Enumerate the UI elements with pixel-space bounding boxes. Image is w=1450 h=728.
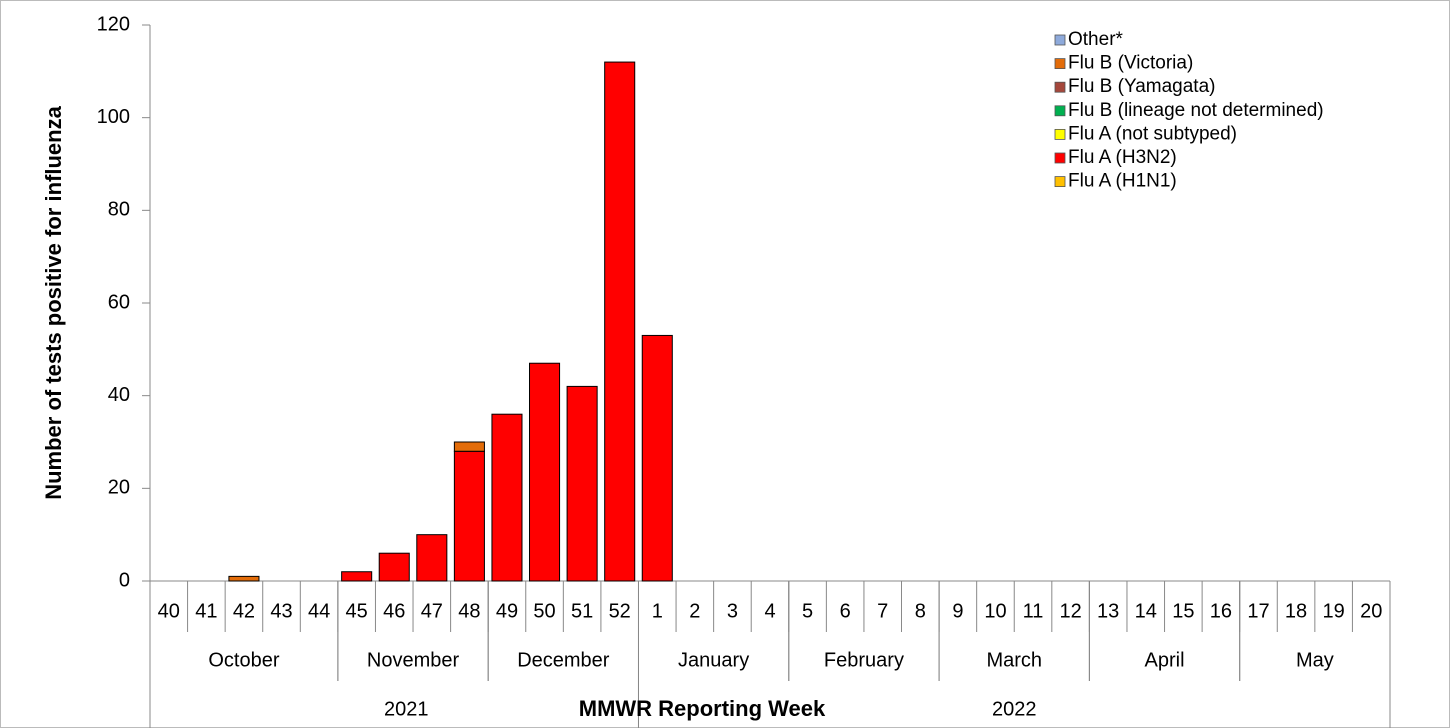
x-tick-label: 3 [727,600,738,622]
x-tick-label: 4 [764,600,775,622]
x-tick-label: 17 [1247,600,1269,622]
x-tick-label: 18 [1285,600,1307,622]
year-label: 2022 [992,698,1037,720]
x-tick-label: 1 [652,600,663,622]
month-label: December [517,649,610,671]
x-tick-label: 11 [1023,600,1044,622]
y-axis-title: Number of tests positive for influenza [41,105,66,499]
legend-label: Flu A (not subtyped) [1068,123,1237,144]
bar-segment [566,385,598,582]
month-label: February [824,649,904,671]
month-label: November [367,649,460,671]
x-tick-label: 14 [1135,600,1157,622]
legend-label: Flu B (lineage not determined) [1068,100,1324,121]
bar-segment [453,450,485,582]
y-tick-label: 40 [108,384,130,406]
y-tick-label: 0 [119,569,130,591]
x-axis-title: MMWR Reporting Week [579,696,826,721]
x-tick-label: 44 [308,600,330,622]
y-tick-label: 80 [108,199,130,221]
month-label: May [1296,649,1334,671]
x-tick-label: 42 [233,600,255,622]
x-tick-label: 20 [1360,600,1382,622]
y-tick-label: 100 [97,106,130,128]
legend-label: Flu B (Victoria) [1068,53,1193,74]
bar-segment [491,413,523,582]
bar-segment [341,571,373,582]
x-tick-label: 10 [984,600,1006,622]
x-tick-label: 13 [1097,600,1119,622]
x-tick-label: 48 [458,600,480,622]
x-tick-label: 52 [609,600,631,622]
x-tick-label: 49 [496,600,518,622]
x-tick-label: 7 [877,600,888,622]
x-tick-label: 46 [383,600,405,622]
month-label: March [986,649,1042,671]
x-tick-label: 12 [1059,600,1081,622]
month-label: January [678,649,749,671]
x-tick-label: 45 [346,600,368,622]
legend-label: Flu A (H3N2) [1068,147,1177,168]
x-tick-label: 43 [270,600,292,622]
x-tick-label: 51 [571,600,593,622]
legend-swatch [1054,34,1066,46]
x-tick-label: 6 [840,600,851,622]
x-tick-label: 19 [1323,600,1345,622]
y-tick-label: 120 [97,13,130,35]
bar-segment [416,534,448,582]
legend-label: Flu A (H1N1) [1068,171,1177,192]
legend-swatch [1054,176,1066,188]
x-tick-label: 9 [952,600,963,622]
x-tick-label: 50 [533,600,555,622]
x-tick-label: 5 [802,600,813,622]
x-tick-label: 8 [915,600,926,622]
bar-segment [228,575,260,582]
legend-swatch [1054,81,1066,93]
month-label: April [1145,649,1185,671]
legend-swatch [1054,128,1066,140]
month-label: October [208,649,279,671]
bar-segment [453,441,485,452]
x-tick-label: 47 [421,600,443,622]
year-label: 2021 [384,698,429,720]
bar-segment [529,362,561,582]
bar-segment [378,552,410,582]
legend-label: Other* [1068,29,1124,50]
x-tick-label: 40 [158,600,180,622]
legend-swatch [1054,152,1066,164]
x-tick-label: 15 [1172,600,1194,622]
y-tick-label: 20 [108,477,130,499]
bar-segment [641,334,673,582]
x-tick-label: 2 [689,600,700,622]
legend-label: Flu B (Yamagata) [1068,76,1215,97]
x-tick-label: 16 [1210,600,1232,622]
y-tick-label: 60 [108,291,130,313]
bar-segment [604,61,636,582]
legend-swatch [1054,58,1066,69]
x-tick-label: 41 [195,600,217,622]
legend-swatch [1054,105,1066,117]
